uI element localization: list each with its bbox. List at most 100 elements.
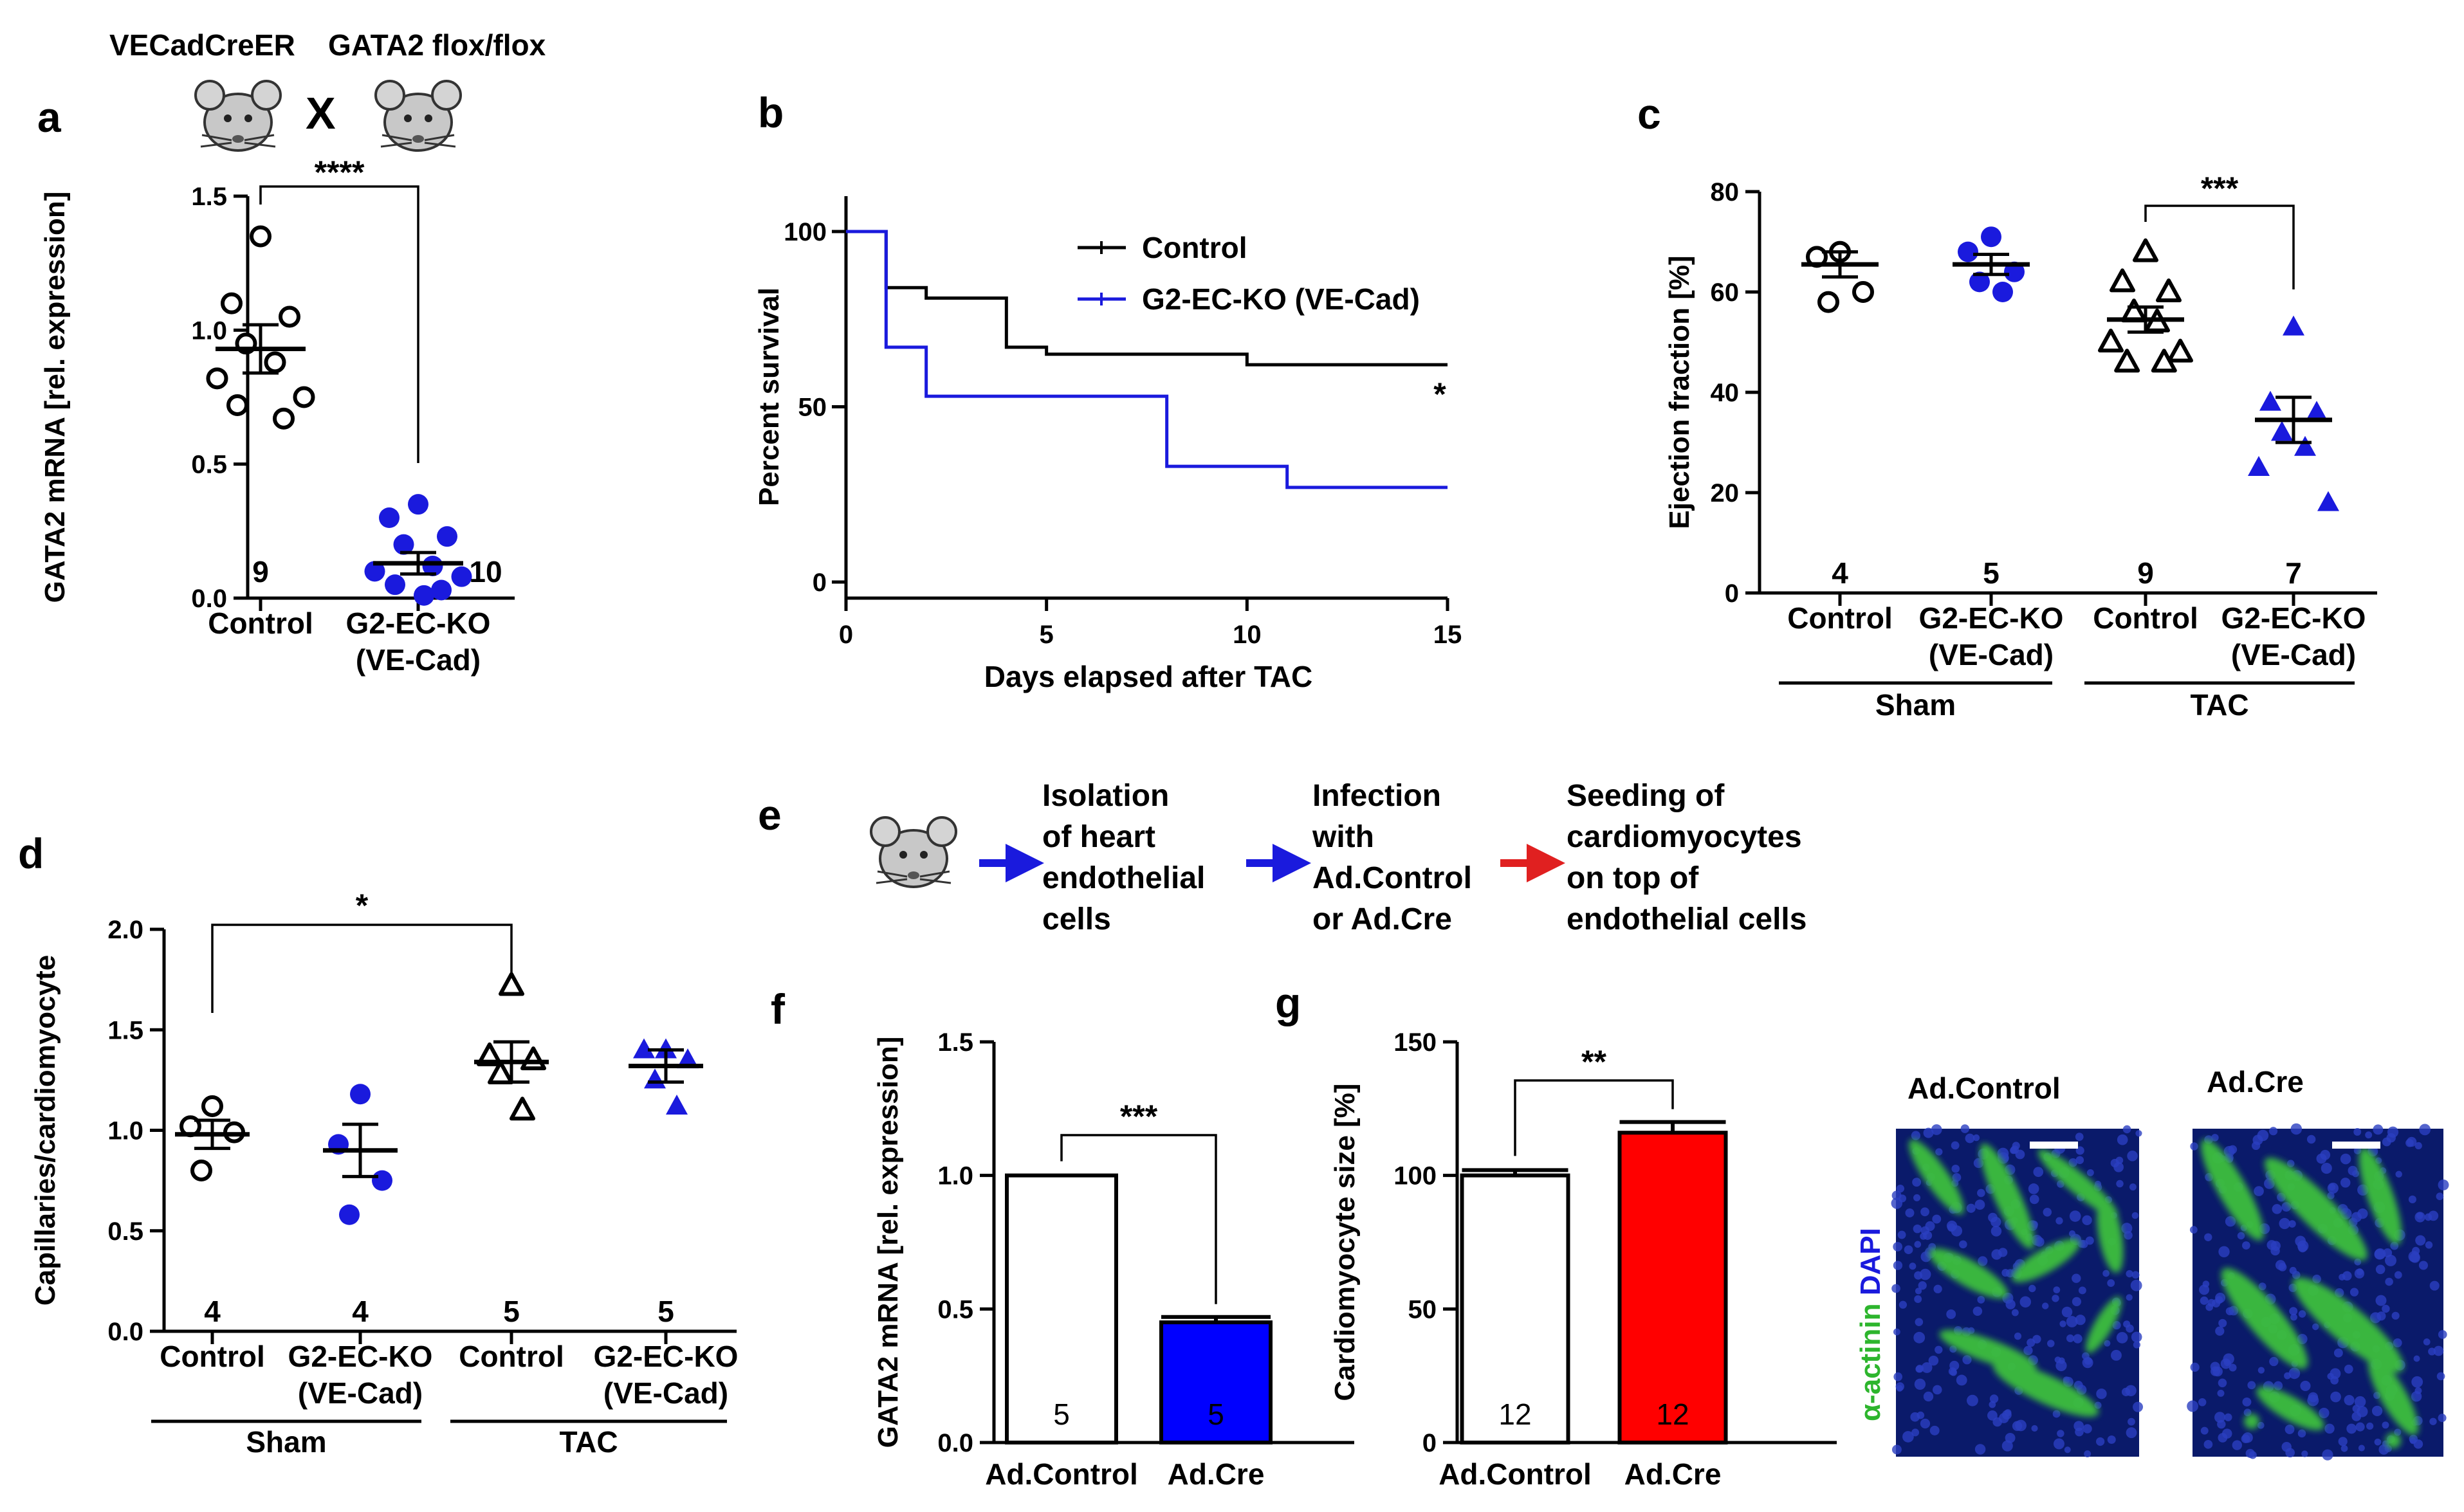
nucleus-dot <box>2229 1306 2239 1316</box>
data-point <box>273 407 295 430</box>
data-point <box>2306 401 2328 421</box>
data-point <box>2317 491 2339 511</box>
data-point <box>437 526 457 547</box>
nucleus-dot <box>2229 1363 2237 1372</box>
y-axis-label: GATA2 mRNA [rel. expression] <box>872 1037 904 1448</box>
nucleus-dot <box>1898 1194 1907 1203</box>
nucleus-dot <box>2107 1279 2115 1288</box>
nucleus-dot <box>1915 1288 1922 1295</box>
nucleus-dot <box>1997 1147 2009 1160</box>
nucleus-dot <box>2289 1307 2298 1316</box>
y-tick-label: 1.0 <box>191 316 227 345</box>
x-tick-label: G2-EC-KO <box>346 606 491 640</box>
data-point <box>666 1095 688 1115</box>
nucleus-dot <box>2189 1226 2198 1234</box>
mouse-right-icon <box>374 80 462 152</box>
nucleus-dot <box>2130 1279 2142 1291</box>
y-tick-label: 0 <box>1422 1429 1437 1457</box>
nucleus-dot <box>2200 1426 2209 1435</box>
x-tick-label: G2-EC-KO <box>1919 601 2064 635</box>
nucleus-dot <box>2061 1306 2073 1318</box>
nucleus-dot <box>2344 1364 2353 1374</box>
nucleus-dot <box>2133 1341 2141 1349</box>
bar <box>1460 1173 1570 1444</box>
nucleus-dot <box>2023 1345 2033 1356</box>
group-label: TAC <box>559 1425 618 1459</box>
x-tick-label: Control <box>1787 601 1893 635</box>
nucleus-dot <box>2078 1286 2086 1295</box>
nucleus-dot <box>1987 1410 1998 1421</box>
nucleus-dot <box>2333 1348 2343 1358</box>
y-tick-label: 1.5 <box>107 1016 143 1044</box>
bar <box>1617 1131 1728 1445</box>
nucleus-dot <box>2075 1156 2084 1165</box>
panel-label-e: e <box>758 791 782 839</box>
n-label: 7 <box>2285 556 2302 590</box>
data-point <box>499 972 524 996</box>
nucleus-dot <box>2014 1333 2022 1340</box>
nucleus-dot <box>2086 1169 2094 1176</box>
nucleus-dot <box>1959 1240 1967 1249</box>
stain-blue-label: DAPI <box>1855 1228 1886 1295</box>
data-point <box>520 1046 546 1071</box>
nucleus-dot <box>2288 1367 2301 1380</box>
nucleus-dot <box>2116 1180 2124 1188</box>
nucleus-dot <box>2281 1441 2292 1452</box>
nucleus-dot <box>2418 1261 2428 1270</box>
nucleus-dot <box>2377 1311 2386 1321</box>
nucleus-dot <box>1914 1271 1923 1280</box>
nucleus-dot <box>2066 1316 2078 1327</box>
data-point <box>477 1042 502 1066</box>
significance-stars: * <box>1433 376 1446 412</box>
nucleus-dot <box>2382 1421 2389 1429</box>
nucleus-dot <box>2415 1235 2426 1246</box>
nucleus-dot <box>2300 1380 2311 1392</box>
nucleus-dot <box>2355 1422 2365 1432</box>
nucleus-dot <box>2385 1277 2393 1286</box>
nucleus-dot <box>2005 1269 2014 1278</box>
x-tick-label: Control <box>459 1340 564 1373</box>
y-tick-label: 0.5 <box>107 1217 143 1246</box>
nucleus-dot <box>1974 1199 1985 1210</box>
nucleus-dot <box>2032 1334 2041 1344</box>
nucleus-dot <box>2413 1439 2423 1449</box>
nucleus-dot <box>2107 1435 2116 1444</box>
nucleus-dot <box>2041 1302 2049 1309</box>
nucleus-dot <box>2375 1295 2387 1306</box>
nucleus-dot <box>2257 1421 2265 1429</box>
x-tick-label-2: (VE-Cad) <box>1929 638 2054 671</box>
y-tick-label: 2.0 <box>107 916 143 944</box>
nucleus-dot <box>1914 1295 1922 1303</box>
nucleus-dot <box>2258 1282 2266 1291</box>
y-axis-label: Ejection fraction [%] <box>1664 255 1695 529</box>
nucleus-dot <box>1923 1127 1934 1138</box>
nucleus-dot <box>1902 1431 1914 1443</box>
y-tick-label: 100 <box>784 218 827 246</box>
n-label: 4 <box>204 1295 221 1328</box>
micrograph-stain-label: α-actinin DAPI <box>1855 1228 1886 1421</box>
nucleus-dot <box>1962 1355 1972 1365</box>
nucleus-dot <box>2406 1136 2417 1147</box>
nucleus-dot <box>2382 1304 2390 1313</box>
y-tick-label: 1.0 <box>107 1117 143 1145</box>
nucleus-dot <box>2419 1124 2431 1136</box>
group-label: Sham <box>1875 688 1956 722</box>
significance-bracket <box>1514 1079 1674 1156</box>
workflow-step-text: cardiomyocytes <box>1567 820 1802 854</box>
data-point <box>2259 390 2281 411</box>
y-axis-label: Capillaries/cardiomyocyte <box>30 955 61 1306</box>
nucleus-dot <box>2224 1413 2232 1421</box>
nucleus-dot <box>2338 1437 2348 1446</box>
significance-stars: **** <box>315 154 365 190</box>
x-axis-label: Days elapsed after TAC <box>984 660 1312 693</box>
nucleus-dot <box>2228 1145 2238 1154</box>
data-point <box>379 507 400 528</box>
nucleus-dot <box>1915 1365 1924 1373</box>
n-label: 9 <box>2137 556 2154 590</box>
nucleus-dot <box>2272 1204 2283 1214</box>
bar <box>1005 1173 1118 1444</box>
x-tick-label: 10 <box>1233 621 1262 649</box>
workflow-panel-e: Isolation of heart endothelial cells Infecti… <box>870 779 1807 936</box>
nucleus-dot <box>1960 1124 1970 1133</box>
y-tick-label: 0 <box>813 569 827 597</box>
